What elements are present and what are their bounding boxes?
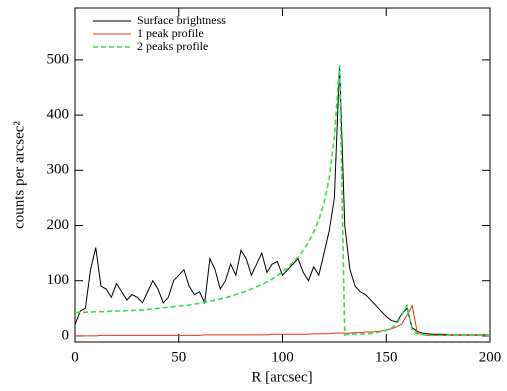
y-tick-label: 100 xyxy=(47,272,70,288)
y-axis-label: counts per arcsec² xyxy=(11,121,27,229)
plot-frame xyxy=(74,7,491,343)
x-axis-label: R [arcsec] xyxy=(251,369,312,385)
legend-label: Surface brightness xyxy=(137,13,226,27)
x-tick-label: 50 xyxy=(171,349,186,365)
series-line xyxy=(75,304,490,337)
y-tick-label: 400 xyxy=(47,107,70,123)
legend-label: 2 peaks profile xyxy=(137,39,208,53)
series-line xyxy=(74,65,490,337)
legend-label: 1 peak profile xyxy=(137,26,204,40)
y-tick-label: 500 xyxy=(47,51,70,67)
y-tick-label: 0 xyxy=(62,327,70,343)
x-tick-label: 100 xyxy=(271,349,294,365)
x-tick-label: 0 xyxy=(71,349,79,365)
x-tick-label: 200 xyxy=(479,349,502,365)
y-tick-label: 300 xyxy=(47,162,70,178)
series-line xyxy=(74,65,490,336)
x-tick-label: 150 xyxy=(375,349,398,365)
y-tick-label: 200 xyxy=(47,217,70,233)
